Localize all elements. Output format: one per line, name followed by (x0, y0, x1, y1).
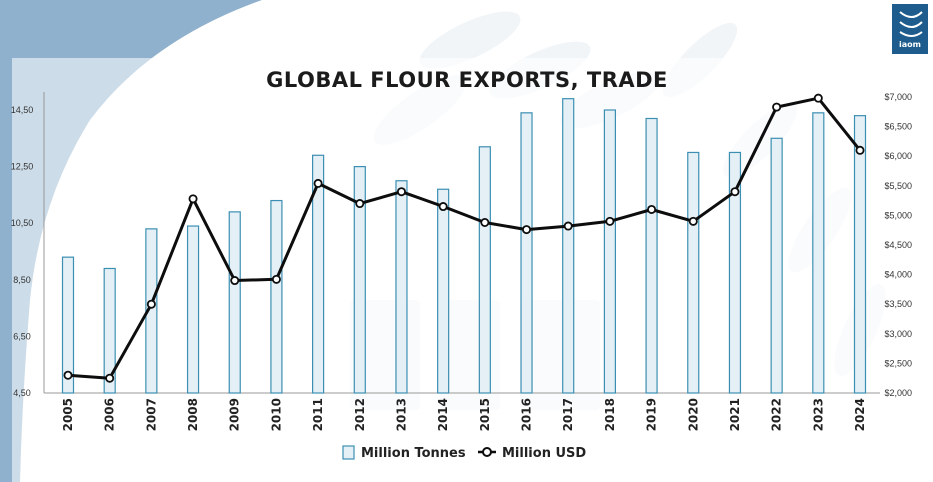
point-2024 (855, 145, 865, 155)
x-tick-label: 2024 (853, 398, 867, 431)
legend-label-million-tonnes: Million Tonnes (361, 446, 466, 461)
bar-2019 (645, 117, 658, 394)
bar-2018 (603, 109, 616, 394)
bar-2006 (103, 267, 116, 394)
legend: Million Tonnes Million USD (342, 445, 586, 461)
logo-text: iaom (899, 40, 921, 49)
bar-2024 (853, 115, 867, 394)
x-tick-label: 2009 (228, 398, 242, 431)
bar-2014 (437, 188, 450, 394)
x-tick-label: 2020 (686, 398, 700, 431)
chart-title: GLOBAL FLOUR EXPORTS, TRADE (266, 68, 668, 92)
point-2016 (522, 225, 532, 235)
x-tick-label: 2018 (603, 398, 617, 431)
bar-2017 (562, 98, 575, 394)
legend-swatch-million-tonnes (342, 445, 355, 460)
point-2014 (438, 202, 448, 212)
bar-2008 (186, 225, 200, 394)
x-axis-ticks: 2005 2006 2007 2008 2009 2010 2011 2012 2013 2014… (61, 398, 867, 431)
point-2012 (355, 199, 365, 209)
x-tick-label: 2015 (478, 398, 492, 431)
point-2019 (647, 204, 657, 214)
x-tick-label: 2007 (144, 398, 158, 431)
x-tick-label: 2005 (61, 398, 75, 431)
right-tick-label: $6,500 (884, 122, 912, 132)
x-tick-label: 2023 (811, 398, 825, 431)
bar-2007 (145, 228, 158, 394)
bar-2011 (312, 154, 325, 394)
right-tick-label: $3,500 (884, 299, 912, 309)
legend-marker-icon (482, 447, 492, 457)
x-tick-label: 2012 (353, 398, 367, 431)
point-2007 (146, 299, 156, 309)
point-2013 (396, 187, 406, 197)
bar-2022 (770, 137, 783, 394)
point-2022 (772, 102, 782, 112)
bar-2010 (270, 199, 283, 394)
bar-2020 (687, 151, 700, 394)
bar-2016 (520, 112, 533, 394)
bar-2015 (478, 146, 491, 394)
left-tick-label: 8,50 (13, 275, 31, 285)
x-tick-label: 2022 (770, 398, 784, 431)
line-markers (63, 93, 865, 383)
point-2018 (605, 216, 615, 226)
point-2010 (271, 274, 281, 284)
right-tick-label: $3,000 (884, 329, 912, 339)
left-tick-label: 4,50 (13, 388, 31, 398)
left-tick-label: 6,50 (13, 331, 31, 341)
bar-2009 (228, 211, 241, 394)
x-tick-label: 2016 (520, 398, 534, 431)
point-2017 (563, 221, 573, 231)
bar-2005 (61, 256, 75, 394)
logo: iaom (892, 4, 928, 54)
bar-2012 (353, 166, 366, 394)
bar-series-million-tonnes (61, 98, 867, 394)
bar-2013 (395, 180, 408, 394)
point-2020 (688, 216, 698, 226)
right-tick-label: $7,000 (884, 92, 912, 102)
left-tick-label: 10,50 (11, 218, 34, 228)
right-tick-label: $2,000 (884, 388, 912, 398)
x-tick-label: 2017 (561, 398, 575, 431)
right-tick-label: $4,500 (884, 240, 912, 250)
x-tick-label: 2021 (728, 398, 742, 431)
x-tick-label: 2014 (436, 398, 450, 431)
right-tick-label: $5,500 (884, 181, 912, 191)
point-2006 (105, 373, 115, 383)
x-tick-label: 2010 (269, 398, 283, 431)
right-y-axis-ticks: $2,000 $2,500 $3,000 $3,500 $4,000 $4,500 $5,0… (884, 92, 912, 398)
bar-2021 (728, 151, 742, 394)
point-2011 (313, 178, 323, 188)
x-tick-label: 2006 (103, 398, 117, 431)
point-2015 (480, 218, 490, 228)
right-tick-label: $2,500 (884, 358, 912, 368)
x-tick-label: 2019 (645, 398, 659, 431)
wheat-logo-icon (899, 11, 923, 37)
legend-label-million-usd: Million USD (502, 446, 586, 461)
point-2005 (63, 370, 73, 380)
left-tick-label: 14,50 (11, 105, 34, 115)
x-tick-label: 2008 (186, 398, 200, 431)
x-tick-label: 2013 (394, 398, 408, 431)
point-2023 (813, 93, 823, 103)
line-series-million-usd (67, 96, 862, 380)
right-tick-label: $6,000 (884, 151, 912, 161)
x-tick-label: 2011 (311, 398, 325, 431)
bar-2023 (812, 112, 825, 394)
left-y-axis-ticks: 4,50 6,50 8,50 10,50 12,50 14,50 (11, 105, 34, 398)
right-tick-label: $4,000 (884, 270, 912, 280)
point-2008 (188, 194, 198, 204)
right-tick-label: $5,000 (884, 210, 912, 220)
left-tick-label: 12,50 (11, 162, 34, 172)
point-2021 (730, 187, 740, 197)
point-2009 (230, 276, 240, 286)
